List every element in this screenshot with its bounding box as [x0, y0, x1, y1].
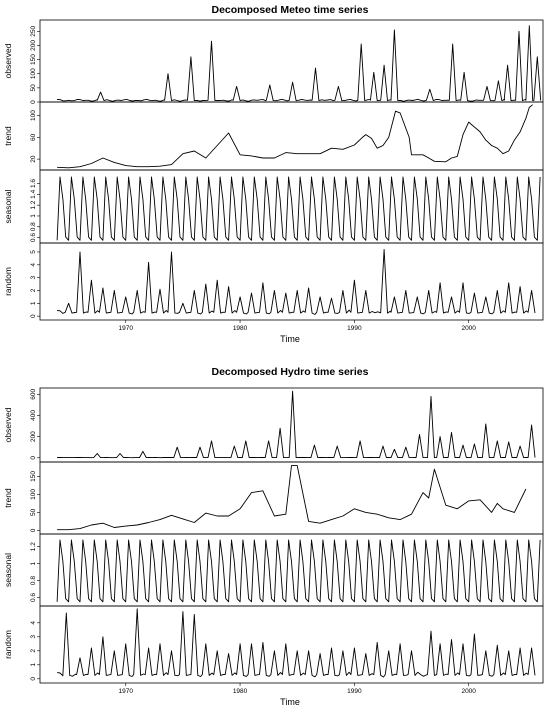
- y-tick-label: 600: [30, 389, 37, 400]
- panel-frame: [39, 605, 544, 684]
- y-tick-label: 0.8: [30, 222, 37, 231]
- y-tick-label: 5: [30, 250, 37, 254]
- panel-observed: observed 0 50 100 150 200 250: [3, 19, 544, 104]
- y-tick-label: 0: [30, 528, 37, 532]
- y-tick-label: 0.6: [30, 233, 37, 242]
- seasonal-series-line: [56, 539, 541, 603]
- panel-observed: observed 0 200 400 600: [3, 387, 544, 463]
- y-tick-label: 150: [30, 471, 37, 482]
- panel-frame: [39, 101, 544, 171]
- meteo-decomposition-chart: Decomposed Meteo time series Time observ…: [3, 4, 544, 344]
- x-tick-label: 1990: [347, 688, 362, 695]
- y-tick-label: 20: [30, 155, 37, 163]
- y-tick-label: 1.6: [30, 179, 37, 188]
- panel-frame: [39, 242, 544, 321]
- y-tick-label: 3: [30, 635, 37, 639]
- random-series-line: [57, 608, 536, 678]
- y-tick-label: 250: [30, 26, 37, 37]
- y-tick-label: 200: [30, 431, 37, 442]
- seasonal-series-line: [56, 176, 541, 241]
- observed-series-line: [57, 390, 536, 459]
- y-tick-label: 1.2: [30, 200, 37, 209]
- y-tick-label: 0: [30, 100, 37, 104]
- x-axis: 1970 1980 1990 2000: [119, 683, 476, 695]
- y-tick-label: 1: [30, 663, 37, 667]
- y-tick-label: 2: [30, 288, 37, 292]
- y-tick-label: 100: [30, 110, 37, 121]
- observed-series-line: [57, 25, 542, 102]
- y-axis-label: trend: [3, 126, 13, 146]
- y-tick-label: 1.4: [30, 189, 37, 198]
- y-tick-label: 1: [30, 214, 37, 218]
- y-tick-label: 0.6: [30, 593, 37, 602]
- trend-series-line: [57, 465, 527, 531]
- x-axis-label: Time: [280, 334, 300, 344]
- y-tick-label: 1: [30, 561, 37, 565]
- y-axis-label: observed: [3, 407, 13, 442]
- panel-trend: trend 20 60 100: [3, 101, 544, 171]
- trend-series-line: [57, 104, 533, 169]
- y-tick-label: 3: [30, 275, 37, 279]
- y-tick-label: 50: [30, 84, 37, 92]
- x-tick-label: 1990: [347, 325, 362, 332]
- x-tick-label: 1970: [119, 688, 134, 695]
- panel-frame: [39, 387, 544, 463]
- panel-random: random 0 1 2 3 4 5: [3, 242, 544, 321]
- y-tick-label: 4: [30, 621, 37, 625]
- hydro-decomposition-chart: Decomposed Hydro time series Time observ…: [3, 366, 544, 707]
- y-tick-label: 100: [30, 489, 37, 500]
- panel-random: random 0 1 2 3 4: [3, 605, 544, 684]
- y-tick-label: 400: [30, 410, 37, 421]
- y-tick-label: 100: [30, 68, 37, 79]
- y-tick-label: 200: [30, 40, 37, 51]
- panel-frame: [39, 461, 544, 535]
- panel-seasonal: seasonal 0.6 0.8 1 1.2 1.41.6: [3, 169, 544, 244]
- x-tick-label: 1980: [233, 688, 248, 695]
- y-tick-label: 1: [30, 301, 37, 305]
- y-tick-label: 50: [30, 508, 37, 516]
- y-axis-label: trend: [3, 488, 13, 508]
- x-tick-label: 1980: [233, 325, 248, 332]
- y-axis-label: random: [3, 267, 13, 296]
- y-tick-label: 2: [30, 649, 37, 653]
- y-tick-label: 1.2: [30, 542, 37, 551]
- chart-title: Decomposed Meteo time series: [212, 4, 369, 16]
- y-tick-label: 150: [30, 54, 37, 65]
- x-tick-label: 2000: [461, 688, 476, 695]
- x-tick-label: 2000: [461, 325, 476, 332]
- y-axis-label: seasonal: [3, 189, 13, 223]
- y-axis-label: observed: [3, 43, 13, 78]
- y-tick-label: 0: [30, 456, 37, 460]
- panel-trend: trend 0 50 100 150: [3, 461, 544, 535]
- y-axis-label: seasonal: [3, 553, 13, 587]
- chart-title: Decomposed Hydro time series: [212, 366, 369, 378]
- y-tick-label: 0: [30, 314, 37, 318]
- x-axis: 1970 1980 1990 2000: [119, 320, 476, 332]
- x-tick-label: 1970: [119, 325, 134, 332]
- y-tick-label: 60: [30, 133, 37, 141]
- x-axis-label: Time: [280, 697, 300, 707]
- y-tick-label: 0.8: [30, 576, 37, 585]
- y-tick-label: 0: [30, 677, 37, 681]
- random-series-line: [57, 248, 536, 315]
- panel-seasonal: seasonal 0.6 0.8 1 1.2: [3, 533, 544, 607]
- y-tick-label: 4: [30, 263, 37, 267]
- y-axis-label: random: [3, 630, 13, 659]
